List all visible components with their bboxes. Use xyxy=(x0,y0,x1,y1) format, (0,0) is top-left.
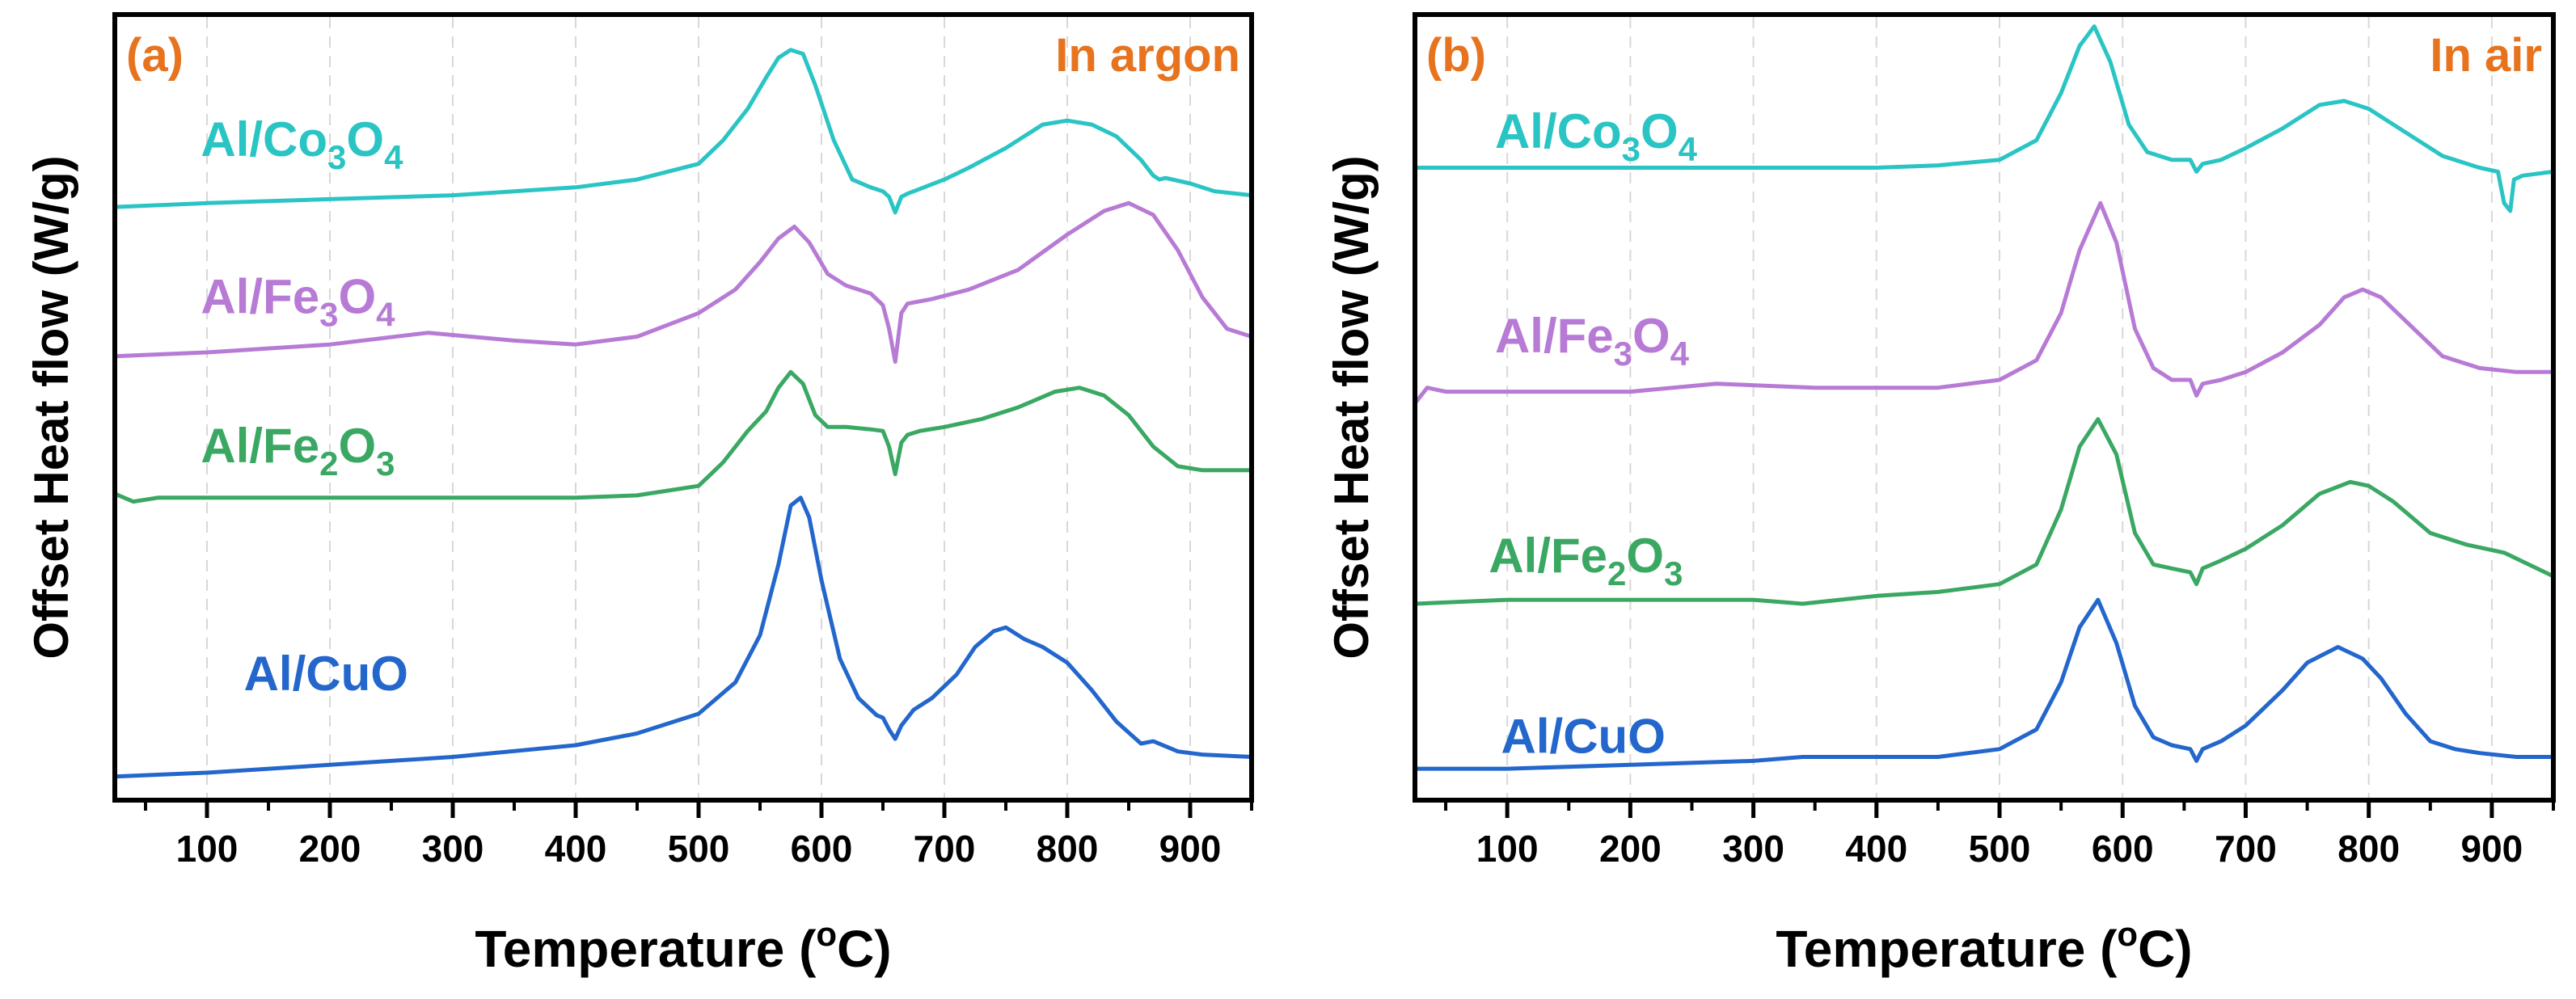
series-line-co3o4 xyxy=(114,48,1252,215)
series-line-fe2o3 xyxy=(114,369,1252,504)
x-axis-title: Temperature (oC) xyxy=(475,915,891,978)
x-tick-label: 600 xyxy=(2092,828,2154,870)
x-tick-label: 400 xyxy=(545,828,607,870)
series-line-co3o4 xyxy=(1415,24,2554,213)
x-tick-label: 700 xyxy=(914,828,976,870)
series-label-fe2o3: Al/Fe2O3 xyxy=(1489,529,1683,592)
series-label-fe2o3: Al/Fe2O3 xyxy=(201,419,395,483)
series-label-cuo: Al/CuO xyxy=(1501,710,1666,764)
x-tick-label: 800 xyxy=(2337,828,2400,870)
series-line-cuo xyxy=(114,495,1252,779)
x-tick-label: 300 xyxy=(1722,828,1784,870)
series-line-fe3o4 xyxy=(1413,200,2553,405)
x-tick-label: 500 xyxy=(668,828,730,870)
x-tick-label: 200 xyxy=(299,828,361,870)
x-tick-label: 100 xyxy=(1476,828,1539,870)
series-label-co3o4: Al/Co3O4 xyxy=(1495,104,1698,168)
panel-a: 100 200 300 400 500 600 700 800 900 Temperature (… xyxy=(24,12,1254,978)
x-tick-label: 800 xyxy=(1037,828,1099,870)
series-label-cuo: Al/CuO xyxy=(244,647,408,701)
y-axis-title: Offset Heat flow (W/g) xyxy=(1324,155,1379,659)
x-axis-title: Temperature (oC) xyxy=(1776,915,2192,978)
y-axis-title: Offset Heat flow (W/g) xyxy=(24,155,78,659)
x-tick-label: 600 xyxy=(791,828,853,870)
panel-b: 100 200 300 400 500 600 700 800 900 Temperature (… xyxy=(1324,12,2556,978)
series-label-fe3o4: Al/Fe3O4 xyxy=(201,269,395,333)
panel-tag: (b) xyxy=(1426,29,1486,82)
x-tick-label: 300 xyxy=(422,828,484,870)
series-label-co3o4: Al/Co3O4 xyxy=(201,112,403,176)
plot-frame xyxy=(112,12,1254,803)
condition-label: In air xyxy=(2430,29,2542,82)
x-tick-label: 400 xyxy=(1845,828,1907,870)
series-label-fe3o4: Al/Fe3O4 xyxy=(1495,309,1690,373)
x-tick-label: 200 xyxy=(1599,828,1662,870)
panel-tag: (a) xyxy=(126,29,184,82)
series-line-fe3o4 xyxy=(114,200,1252,365)
x-tick-label: 100 xyxy=(176,828,239,870)
condition-label: In argon xyxy=(1055,29,1240,82)
series-line-fe2o3 xyxy=(1414,417,2555,606)
x-tick-label: 500 xyxy=(1969,828,2031,870)
x-tick-label: 900 xyxy=(2461,828,2523,870)
plot-frame xyxy=(1413,12,2556,803)
x-tick-label: 900 xyxy=(1159,828,1222,870)
series-line-cuo xyxy=(1415,597,2553,771)
x-tick-label: 700 xyxy=(2215,828,2277,870)
